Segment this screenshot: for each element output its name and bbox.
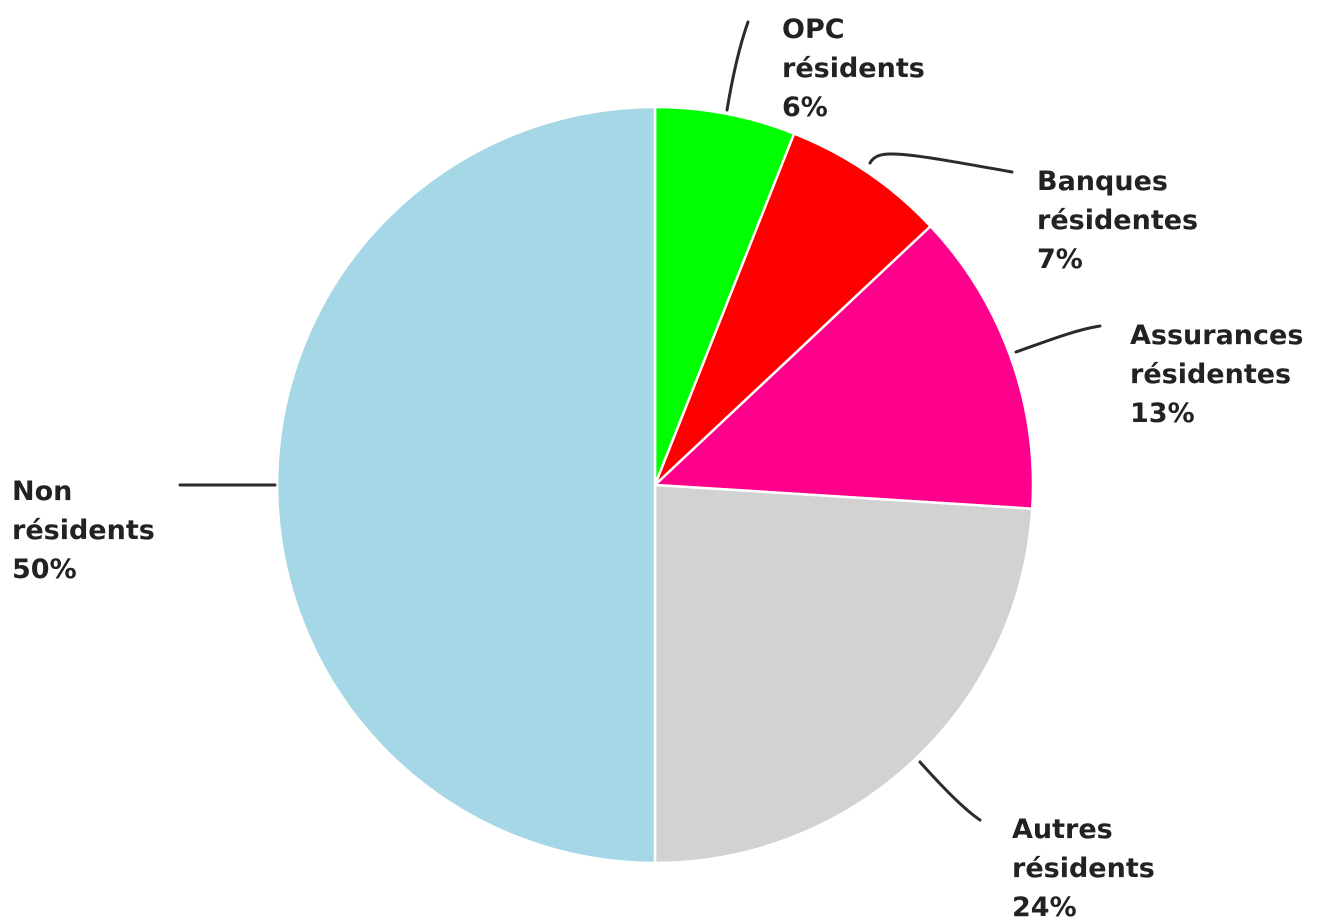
leader-line-opc (725, 20, 750, 112)
label-autres-residents: Autres résidents 24% (1012, 814, 1164, 919)
leader-line-assurances (1014, 324, 1102, 354)
label-opc-residents: OPC résidents 6% (782, 14, 934, 123)
pie-slice-banques-residentes (653, 132, 932, 487)
pie-slice-autres-residents (653, 483, 1034, 865)
label-banques-residentes: Banques résidentes 7% (1037, 166, 1208, 275)
leader-line-autres (918, 760, 982, 822)
pie-slices (275, 105, 1035, 865)
pie-slice-non-residents (275, 105, 657, 865)
pie-slice-opc-residents (653, 105, 796, 487)
label-assurances-residentes: Assurances résidentes 13% (1130, 320, 1313, 429)
pie-slice-assurances-residentes (653, 224, 1035, 510)
label-non-residents: Non résidents 50% (12, 476, 164, 585)
leader-line-banques (868, 152, 1014, 174)
